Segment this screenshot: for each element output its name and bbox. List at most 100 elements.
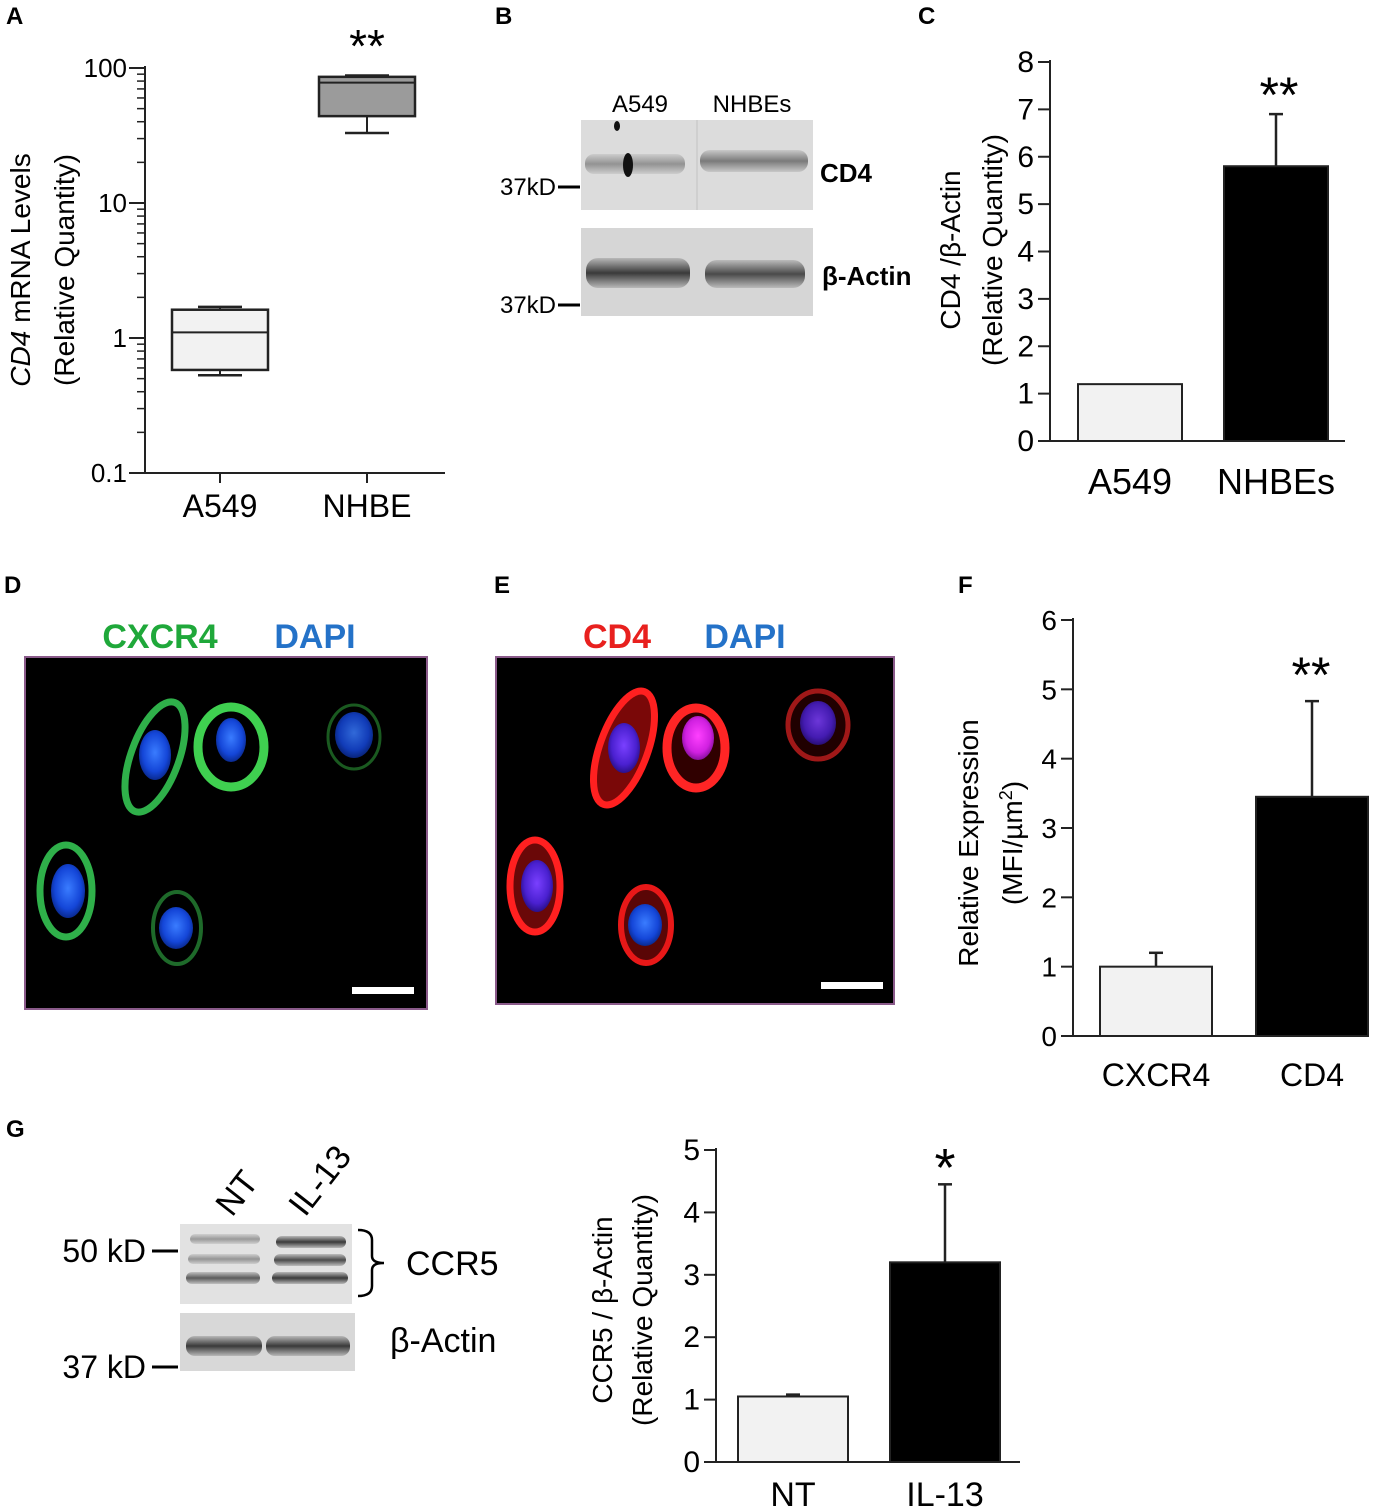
panel-g-y-tick-label: 4: [683, 1196, 700, 1229]
panel-a-category-label: A549: [183, 488, 258, 524]
panel-c-bar: [1077, 383, 1183, 442]
panel-f-y-tick-label: 6: [1041, 605, 1057, 636]
panel-b-cd4-band-nhbes: [700, 150, 808, 172]
panel-d-cell-2: [193, 702, 269, 792]
panel-b: B A549 NHBEs 37kD CD4 37kD β-Actin: [495, 3, 912, 319]
panel-c-y-tick-label: 5: [1017, 188, 1034, 221]
panel-b-actin-band-a549: [586, 258, 690, 288]
panel-f-ylabel-line1: Relative Expression: [953, 719, 984, 966]
panel-e-nucleus-4: [521, 860, 553, 912]
panel-a-ylabel-rest: mRNA Levels: [5, 153, 36, 330]
panel-a-tick-label: 100: [84, 53, 127, 83]
panel-b-blot-artifact: [623, 153, 633, 177]
panel-f-y-tick-label: 4: [1041, 744, 1057, 775]
panel-d-nucleus-4: [51, 864, 85, 918]
panel-a-box-plot: 100 10 1 0.1 A549 NHBE: [84, 53, 445, 524]
panel-g-ccr5-band-nt-1: [190, 1234, 260, 1244]
panel-e-nucleus-1: [608, 723, 640, 773]
panel-g-actin-band-il13: [266, 1336, 350, 1356]
panel-g-band-actin: β-Actin: [390, 1322, 496, 1360]
panel-f-y-tick-label: 5: [1041, 674, 1057, 705]
panel-d-nucleus-5: [159, 907, 193, 949]
panel-f-ylabel-close: ): [997, 781, 1028, 790]
panel-letter-g: G: [6, 1116, 25, 1143]
panel-d: D CXCR4 DAPI: [4, 572, 428, 1010]
panel-f: F ** 0 1 2 3 4 5 6 CXCR4 CD4 Relative Expression…: [953, 572, 1369, 1093]
panel-g-ccr5-band-il13-3: [272, 1272, 348, 1284]
panel-b-marker-1: 37kD: [500, 174, 556, 201]
panel-g-ccr5-band-nt-3: [186, 1272, 260, 1284]
panel-letter-d: D: [4, 572, 21, 599]
panel-d-stain1: CXCR4: [102, 618, 217, 656]
panel-g-bracket: [357, 1228, 385, 1298]
panel-a-significance: **: [349, 20, 385, 72]
panel-f-bar: [1099, 965, 1213, 1038]
panel-c-ylabel-line2: (Relative Quantity): [977, 134, 1008, 366]
panel-f-category-label: CD4: [1280, 1057, 1344, 1093]
panel-a-ylabel-line2: (Relative Quantity): [49, 154, 80, 386]
panel-b-band-actin: β-Actin: [822, 261, 912, 291]
panel-d-nucleus-1: [139, 730, 171, 780]
panel-c-y-tick-label: 8: [1017, 46, 1034, 79]
panel-f-ylabel-unit: (MFI/µm: [997, 800, 1028, 905]
panel-a-ylabel-italic: CD4: [5, 331, 36, 387]
panel-c-y-tick-label: 7: [1017, 93, 1034, 126]
panel-f-y-tick-label: 0: [1041, 1021, 1057, 1052]
panel-letter-c: C: [918, 3, 935, 30]
panel-d-stain2: DAPI: [274, 618, 355, 656]
panel-g-actin-band-nt: [186, 1336, 262, 1356]
panel-g-ccr5-band-nt-2: [188, 1254, 260, 1264]
panel-c-y-tick-label: 3: [1017, 283, 1034, 316]
panel-c-category-label: NHBEs: [1217, 461, 1335, 502]
panel-g-bar: [737, 1395, 849, 1463]
panel-a: A ** 100 10 1 0.1 A549 NHBE CD4 mRNA Levels (…: [5, 3, 445, 524]
panel-f-ylabel-line2: (MFI/µm2): [996, 781, 1028, 905]
panel-letter-a: A: [6, 3, 23, 30]
panel-g-significance: *: [934, 1138, 955, 1198]
panel-g-y-tick-label: 1: [683, 1384, 700, 1417]
panel-a-tick-label: 10: [98, 188, 127, 218]
panel-g: G NT IL-13 50 kD CCR5 37 kD β-Actin * 0 1…: [6, 1116, 1020, 1510]
panel-e-nucleus-5: [628, 904, 662, 946]
panel-f-category-label: CXCR4: [1102, 1057, 1210, 1093]
panel-f-significance: **: [1292, 647, 1331, 703]
panel-g-marker-1: 50 kD: [62, 1233, 146, 1269]
panel-g-y-tick-label: 2: [683, 1321, 700, 1354]
panel-g-lane-il13: IL-13: [281, 1138, 359, 1222]
panel-c-y-tick-label: 1: [1017, 378, 1034, 411]
panel-g-ccr5-band-il13-2: [274, 1254, 346, 1266]
panel-g-band-ccr5: CCR5: [406, 1245, 499, 1283]
panel-a-tick-label: 0.1: [91, 458, 127, 488]
panel-d-cell-1: [121, 698, 189, 816]
panel-g-y-tick-label: 0: [683, 1446, 700, 1479]
panel-e-scale-bar: [821, 982, 883, 989]
panel-b-actin-band-nhbes: [705, 260, 805, 288]
panel-b-blot-artifact-small: [614, 121, 620, 131]
panel-a-ylabel: CD4 mRNA Levels: [5, 153, 36, 386]
panel-g-ylabel-line1: CCR5 / β-Actin: [587, 1216, 618, 1403]
panel-b-band-cd4: CD4: [820, 158, 873, 188]
panel-e-cells: [506, 687, 851, 966]
panel-g-marker-2: 37 kD: [62, 1349, 146, 1385]
panel-letter-f: F: [958, 572, 973, 599]
panel-c-bar-chart: 0 1 2 3 4 5 6 7 8 A549 NHBEs: [1017, 46, 1345, 502]
panel-c-y-tick-label: 0: [1017, 425, 1034, 458]
panel-d-nucleus-2: [216, 718, 246, 762]
panel-b-lane-nhbes: NHBEs: [713, 91, 792, 118]
panel-e-stain1: CD4: [583, 618, 651, 656]
panel-f-y-tick-label: 1: [1041, 952, 1057, 983]
panel-g-y-tick-label: 3: [683, 1259, 700, 1292]
panel-g-y-tick-label: 5: [683, 1134, 700, 1167]
panel-d-scale-bar: [352, 987, 414, 994]
panel-g-ccr5-band-il13-1: [276, 1236, 346, 1248]
panel-f-ylabel-superscript: 2: [996, 790, 1016, 800]
panel-b-cd4-band-a549: [585, 154, 685, 174]
panel-f-y-tick-label: 2: [1041, 882, 1057, 913]
panel-c-category-label: A549: [1088, 461, 1172, 502]
panel-g-ylabel-line2: (Relative Quantity): [627, 1194, 658, 1426]
panel-letter-e: E: [494, 572, 510, 599]
panel-a-tick-label: 1: [113, 323, 127, 353]
panel-c-bar: [1223, 165, 1329, 442]
